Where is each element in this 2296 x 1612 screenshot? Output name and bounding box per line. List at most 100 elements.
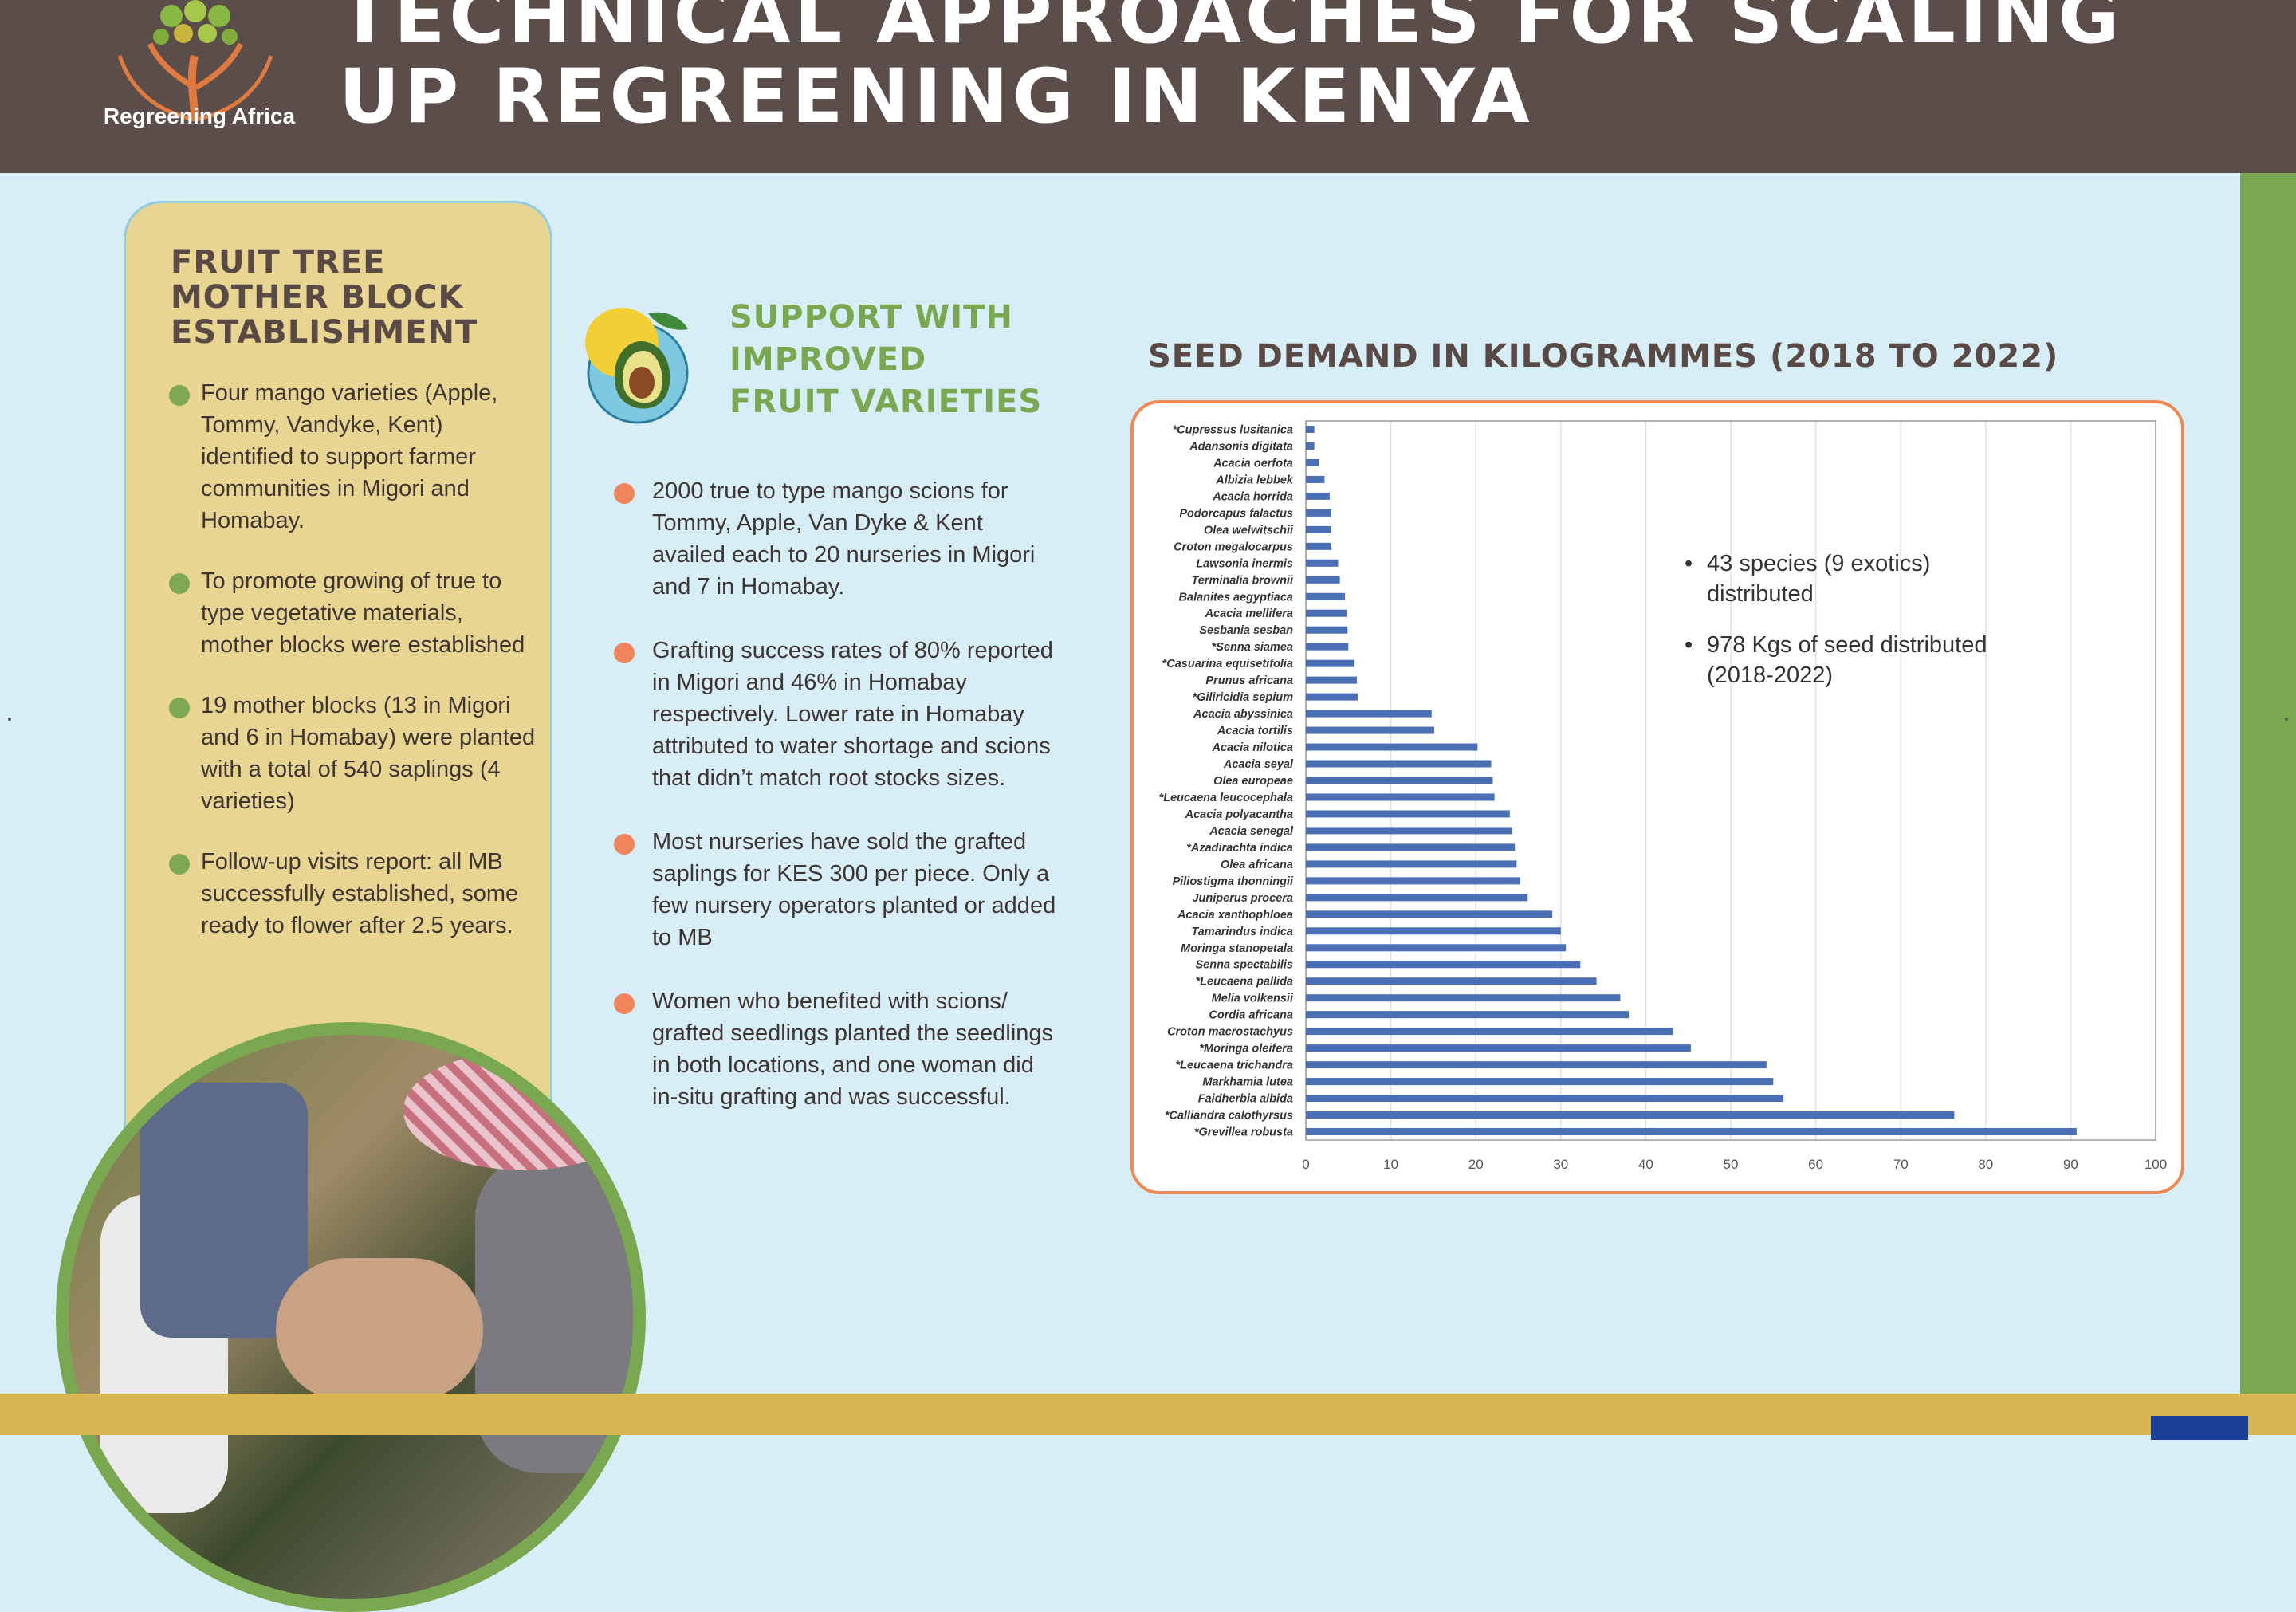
x-tick-label: 100 [2145,1157,2167,1172]
bar [1306,944,1567,952]
note-species: 43 species (9 exotics) distributed [1685,548,2035,609]
category-label: *Leucaena pallida [1196,976,1294,989]
list-item: 19 mother blocks (13 in Migori and 6 in … [169,690,536,817]
category-label: Acacia nilotica [1211,741,1293,754]
category-label: *Grevillea robusta [1194,1126,1293,1139]
title-line-1: TECHNICAL APPROACHES FOR SCALING [339,0,2124,61]
bar [1306,643,1349,651]
category-label: *Azadirachta indica [1186,842,1293,855]
bar [1306,1044,1691,1052]
category-label: Acacia horrida [1212,490,1293,503]
bar [1306,810,1510,818]
bar [1306,710,1432,718]
category-label: *Cupressus lusitanica [1173,423,1294,436]
bar [1306,827,1513,835]
regreening-tree-logo-icon [117,0,273,122]
category-label: Moringa stanopetala [1181,942,1293,955]
category-label: Olea welwitschii [1204,524,1294,537]
edge-dot-right [2285,718,2288,721]
bar [1306,894,1528,902]
photo-person-blue-shirt [140,1083,308,1338]
bar [1306,1061,1767,1069]
bar [1306,492,1330,500]
bar [1306,1028,1673,1036]
bar [1306,1128,2077,1136]
x-tick-label: 50 [1724,1157,1739,1172]
avocado-lemon-icon [585,308,689,424]
bar [1306,793,1495,801]
category-label: Sesbania sesban [1199,624,1293,637]
category-label: Croton megalocarpus [1174,541,1293,553]
x-tick-label: 90 [2063,1157,2078,1172]
x-tick-label: 20 [1468,1157,1484,1172]
bar [1306,626,1348,634]
bar [1306,425,1315,433]
chart-title: SEED DEMAND IN KILOGRAMMES (2018 TO 2022… [1148,338,2059,375]
bar [1306,1011,1630,1019]
x-tick-label: 60 [1808,1157,1823,1172]
category-label: *Moringa oleifera [1199,1043,1293,1056]
fruit-varieties-list: 2000 true to type mango scions for Tommy… [614,475,1060,1145]
bar [1306,877,1520,885]
bar [1306,442,1315,450]
category-label: Juniperus procera [1192,892,1293,905]
x-tick-label: 70 [1893,1157,1909,1172]
list-item: Women who benefited with scions/ grafted… [614,985,1060,1113]
mother-block-title-line-1: FRUIT TREE [171,244,386,281]
x-tick-label: 30 [1553,1157,1568,1172]
x-tick-label: 10 [1383,1157,1398,1172]
bar [1306,977,1597,985]
category-label: Markhamia lutea [1202,1076,1293,1089]
x-tick-label: 80 [1978,1157,1993,1172]
fruit-varieties-title-line-3: FRUIT VARIETIES [729,383,1043,420]
bar [1306,1078,1774,1086]
category-label: Lawsonia inermis [1196,557,1293,570]
bar [1306,777,1493,784]
mother-block-title-line-3: ESTABLISHMENT [171,314,478,351]
x-tick-label: 0 [1302,1157,1309,1172]
list-item: Follow-up visits report: all MB successf… [169,846,536,942]
bar [1306,559,1339,567]
x-tick-label: 40 [1638,1157,1653,1172]
list-item: Four mango varieties (Apple, Tommy, Vand… [169,377,536,537]
mother-block-title-line-2: MOTHER BLOCK [171,279,464,316]
fruit-varieties-title-line-2: IMPROVED [729,341,927,378]
category-label: Acacia polyacantha [1185,808,1293,821]
category-label: Croton macrostachyus [1167,1026,1293,1039]
category-label: Acacia tortilis [1217,725,1293,737]
category-label: *Calliandra calothyrsus [1165,1110,1293,1123]
eu-flag-icon [2151,1416,2248,1440]
category-label: Olea africana [1221,859,1293,871]
list-item: Grafting success rates of 80% reported i… [614,635,1060,794]
category-label: Acacia senegal [1209,825,1294,838]
bar [1306,693,1358,701]
category-label: Albizia lebbek [1215,474,1294,486]
mother-block-title: FRUIT TREE MOTHER BLOCK ESTABLISHMENT [171,245,478,350]
list-item: To promote growing of true to type veget… [169,565,536,661]
category-label: *Leucaena leucocephala [1159,792,1293,804]
bar [1306,475,1325,483]
logo-text: Regreening Africa [103,104,296,128]
category-label: *Giliricidia sepium [1192,691,1293,704]
category-label: Olea europeae [1213,775,1293,788]
bar [1306,843,1516,851]
category-label: Adansonis digitata [1189,440,1293,453]
page-title: TECHNICAL APPROACHES FOR SCALING UP REGR… [339,0,2124,137]
category-label: Terminalia brownii [1191,574,1294,587]
bar [1306,1095,1784,1103]
list-item: 2000 true to type mango scions for Tommy… [614,475,1060,603]
bar [1306,726,1434,734]
bar [1306,542,1331,550]
category-label: Tamarindus indica [1191,926,1293,938]
bar [1306,994,1621,1002]
title-line-2: UP REGREENING IN KENYA [339,53,1534,140]
bar [1306,458,1319,466]
bar [1306,509,1331,517]
category-label: Cordia africana [1209,1009,1293,1022]
bar [1306,576,1340,584]
category-label: Balanites aegyptiaca [1179,591,1293,604]
seed-demand-chart-svg: 0 10 20 30 40 50 60 70 80 90 100 *Cupressus lusitan… [1159,420,2167,1172]
photo-hands-grafting [276,1258,483,1402]
bar [1306,676,1357,684]
list-item: Most nurseries have sold the grafted sap… [614,826,1060,953]
